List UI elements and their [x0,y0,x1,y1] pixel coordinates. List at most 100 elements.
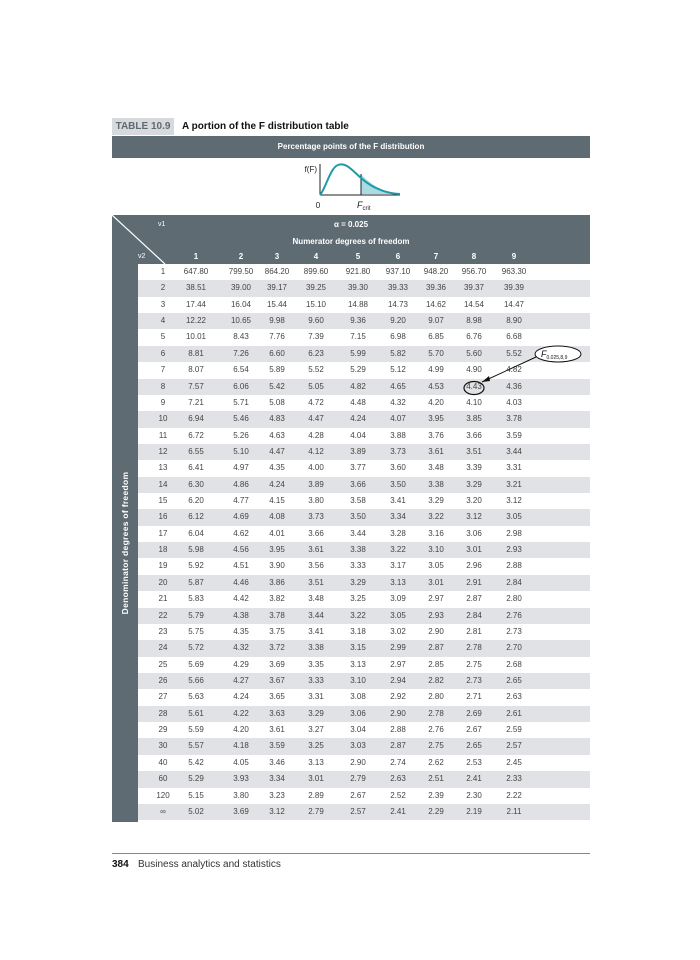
table-cell: 39.17 [266,283,288,293]
table-cell: 3.60 [390,463,406,473]
table-cell: 2.73 [506,626,522,636]
table-cell: 4.35 [269,463,285,473]
table-cell: 3.25 [308,741,324,751]
denominator-label: Denominator degrees of freedom [120,471,130,615]
table-cell: 4.08 [269,512,285,522]
table-cell: 14.47 [503,299,525,309]
table-cell: 6.85 [428,332,444,342]
table-cell: 2.75 [428,741,444,751]
row-df: 10 [158,414,168,424]
table-cell: 6.12 [188,512,204,522]
table-cell: 3.10 [350,676,366,685]
table-row: 24 5.72 4.32 3.72 3.38 3.15 2.99 2.87 2.78 2.70 [138,640,590,657]
table-cell: 38.51 [185,283,207,293]
row-df: 6 [160,348,166,358]
column-header: 3 [274,252,280,261]
table-cell: 16.04 [230,299,252,309]
table-cell: 4.36 [506,381,522,391]
table-cell: 647.80 [183,267,209,276]
table-cell: 2.82 [428,676,444,685]
table-cell: 5.82 [390,348,406,358]
table-cell: 2.89 [308,790,324,800]
row-df: 15 [158,496,168,506]
table-cell: 3.61 [269,725,285,735]
table-row: 18 5.98 4.56 3.95 3.61 3.38 3.22 3.10 3.01 2.93 [138,542,590,559]
table-cell: 948.20 [423,267,449,276]
table-cell: 6.04 [188,528,204,538]
table-cell: 2.84 [506,577,522,587]
column-header: 4 [313,252,319,261]
column-header: 5 [355,252,361,261]
table-cell: 3.16 [428,528,444,538]
table-cell: 2.84 [466,610,482,620]
row-df: 18 [158,545,168,555]
table-cell: 3.23 [269,790,285,800]
table-row: 27 5.63 4.24 3.65 3.31 3.08 2.92 2.80 2.71 2.63 [138,689,590,705]
row-df: 30 [158,741,168,751]
table-cell: 6.06 [233,381,249,391]
table-cell: 5.42 [269,381,285,391]
table-row: 19 5.92 4.51 3.90 3.56 3.33 3.17 3.05 2.96 2.88 [138,558,590,574]
table-cell: 3.76 [428,430,444,440]
table-cell: 3.05 [506,512,522,522]
annotation-label: F0.025,8,9 [541,349,568,361]
table-cell: 4.86 [233,479,249,489]
table-cell: 3.44 [308,610,324,620]
table-cell: 3.10 [428,545,444,555]
nu1-label: ν1 [158,221,166,228]
table-cell: 2.19 [466,806,482,816]
column-header: 6 [395,252,401,261]
table-cell: 2.99 [390,643,406,653]
table-cell: 2.57 [506,741,522,751]
table-cell: 2.75 [466,659,482,669]
row-df: 21 [158,594,168,604]
table-row: 22 5.79 4.38 3.78 3.44 3.22 3.05 2.93 2.84 2.76 [138,607,590,624]
table-cell: 2.85 [428,659,444,669]
table-cell: 3.33 [308,676,324,685]
table-cell: 3.29 [466,479,482,489]
table-cell: 5.26 [233,430,249,440]
table-row: 5 10.01 8.43 7.76 7.39 7.15 6.98 6.85 6.76 6.68 [138,329,590,345]
row-df: 13 [158,463,168,473]
table-cell: 2.88 [506,561,522,571]
table-cell: 4.47 [308,414,324,424]
table-cell: 5.87 [188,577,204,587]
table-cell: 2.52 [390,790,406,800]
table-cell: 8.98 [466,316,482,326]
table-cell: 39.37 [463,283,485,293]
table-cell: 9.07 [428,316,444,326]
table-cell: 2.63 [506,692,522,702]
table-cell: 5.10 [233,446,249,456]
row-df: 120 [156,790,170,800]
column-header: 8 [471,252,477,261]
table-cell: 5.69 [188,659,204,669]
table-cell: 7.15 [350,332,366,342]
table-cell: 2.90 [428,626,444,636]
table-row: 16 6.12 4.69 4.08 3.73 3.50 3.34 3.22 3.12 3.05 [138,509,590,526]
table-cell: 15.44 [266,299,288,309]
table-cell: 2.97 [390,659,406,669]
table-cell: 6.41 [188,463,204,473]
table-row: 1 647.80 799.50 864.20 899.60 921.80 937.10 948… [138,264,590,280]
table-cell: 3.50 [390,479,406,489]
table-cell: 2.74 [390,757,406,767]
table-cell: 6.54 [233,365,249,375]
table-row: 15 6.20 4.77 4.15 3.80 3.58 3.41 3.29 3.20 3.12 [138,493,590,509]
row-df: 27 [158,692,168,702]
table-cell: 4.04 [350,430,366,440]
table-cell: 9.60 [308,316,324,326]
table-row: 25 5.69 4.29 3.69 3.35 3.13 2.97 2.85 2.75 2.68 [138,657,590,673]
table-cell: 3.13 [390,577,406,587]
highlight-circle [463,380,485,396]
table-cell: 4.01 [269,528,285,538]
table-row: 6 8.81 7.26 6.60 6.23 5.99 5.82 5.70 5.60 5.52 [138,345,590,363]
table-cell: 3.85 [466,414,482,424]
row-df: 28 [158,708,168,718]
table-cell: 4.48 [350,397,366,407]
table-row: 4 12.22 10.65 9.98 9.60 9.36 9.20 9.07 8.98 8.90 [138,313,590,330]
table-cell: 2.94 [390,676,406,685]
table-cell: 7.76 [269,332,285,342]
table-cell: 7.57 [188,381,204,391]
f-distribution-graph: f(F) 0 Fcrit [305,163,401,212]
table-cell: 5.60 [466,348,482,358]
